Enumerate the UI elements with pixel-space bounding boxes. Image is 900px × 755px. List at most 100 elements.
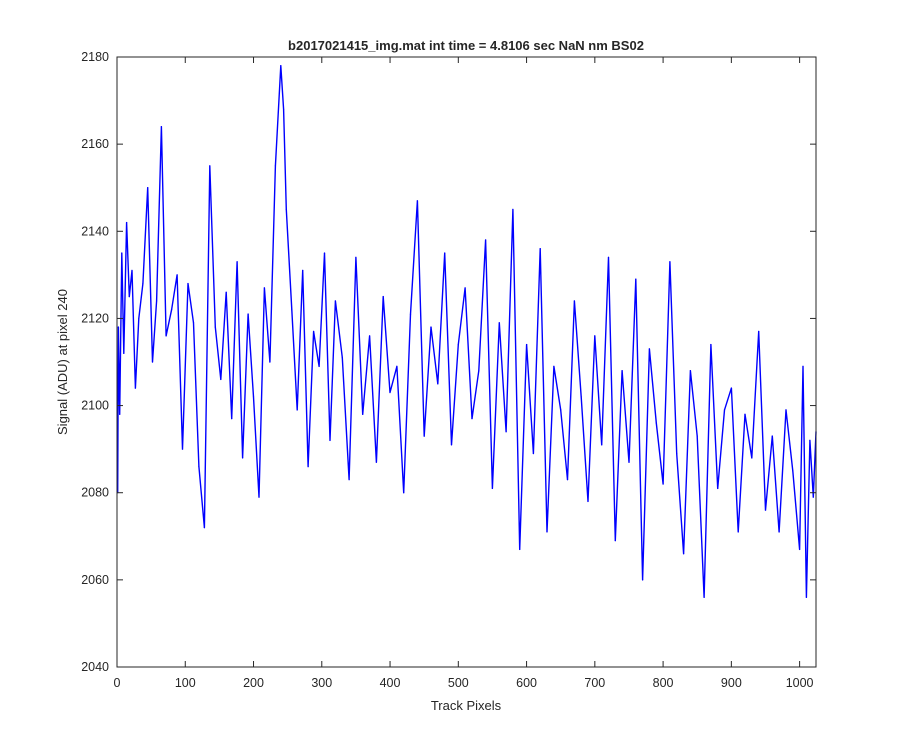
y-tick-label: 2080 [81, 486, 109, 500]
data-point [203, 527, 205, 529]
data-point [131, 269, 133, 272]
y-axis-label: Signal (ADU) at pixel 240 [55, 289, 70, 435]
data-point [416, 200, 418, 202]
data-point [236, 261, 238, 263]
x-tick-label: 500 [448, 676, 469, 690]
data-point [457, 344, 459, 346]
data-point [478, 370, 480, 372]
data-point [156, 300, 158, 302]
data-point [580, 396, 582, 398]
data-point [151, 361, 154, 363]
data-point [601, 444, 603, 446]
data-point [209, 165, 211, 167]
data-point [274, 165, 276, 167]
data-point [642, 579, 644, 581]
data-point [214, 326, 216, 328]
data-point [526, 344, 528, 346]
data-point [119, 413, 121, 415]
data-point [181, 448, 184, 450]
data-point [444, 252, 446, 254]
data-point [758, 330, 760, 333]
data-point [302, 269, 304, 272]
data-point [291, 309, 293, 311]
data-point [560, 409, 562, 411]
data-point [717, 487, 719, 489]
plot-area: 0 100 200 300 400 500 600 700 800 900 1000 2040 2060… [81, 50, 817, 690]
data-point [430, 326, 432, 328]
data-point [263, 287, 265, 289]
data-point [138, 317, 140, 319]
x-tick-label: 900 [721, 676, 742, 690]
data-point [258, 496, 260, 498]
y-tick-label: 2140 [81, 224, 109, 238]
data-point [128, 296, 130, 298]
data-point [396, 365, 398, 367]
data-point [710, 344, 712, 346]
y-tick-label: 2180 [81, 50, 109, 64]
data-point [532, 452, 535, 455]
data-point [587, 500, 589, 502]
x-tick-label: 100 [175, 676, 196, 690]
data-point [171, 309, 173, 311]
data-point [812, 496, 814, 498]
data-point [628, 461, 630, 463]
data-point [703, 596, 705, 598]
y-tick-label: 2160 [81, 137, 109, 151]
data-point [546, 531, 548, 533]
data-point [375, 461, 377, 463]
data-point [737, 531, 739, 533]
x-tick-label: 800 [653, 676, 674, 690]
data-point [176, 274, 178, 276]
data-point [409, 313, 412, 315]
data-point [269, 361, 271, 363]
data-point [313, 330, 315, 333]
data-point [198, 466, 200, 468]
data-point [614, 540, 616, 542]
data-point [744, 413, 746, 415]
data-point [491, 487, 493, 489]
data-point [799, 548, 801, 551]
data-point [160, 126, 162, 128]
x-tick-label: 1000 [786, 676, 814, 690]
data-point [785, 409, 787, 411]
data-point [648, 348, 651, 350]
data-point [512, 208, 514, 211]
data-point [192, 322, 195, 324]
data-point [594, 335, 596, 337]
data-point [296, 409, 298, 411]
data-point [505, 431, 507, 433]
data-point [362, 413, 364, 415]
data-point [142, 283, 144, 285]
data-point [464, 287, 466, 289]
data-point [285, 208, 287, 211]
data-point [607, 256, 610, 258]
data-point [220, 378, 222, 380]
data-point [225, 291, 227, 293]
data-point [621, 370, 623, 372]
data-point [187, 283, 189, 285]
data-point [519, 548, 521, 551]
x-axis-label: Track Pixels [431, 698, 502, 713]
data-point [423, 435, 425, 437]
data-point [751, 457, 753, 459]
data-point [318, 365, 320, 367]
data-point [355, 256, 357, 258]
y-tick-label: 2060 [81, 573, 109, 587]
data-point [341, 357, 343, 359]
data-point [809, 439, 811, 441]
data-point [389, 391, 391, 394]
data-point [676, 452, 678, 455]
data-point [247, 313, 249, 315]
data-point [334, 300, 336, 302]
data-point [498, 322, 500, 324]
x-tick-label: 200 [243, 676, 264, 690]
x-tick-label: 0 [114, 676, 121, 690]
data-point [403, 492, 405, 494]
data-point [382, 296, 384, 298]
chart-title: b2017021415_img.mat int time = 4.8106 se… [288, 38, 644, 53]
data-point [771, 435, 773, 437]
data-point [329, 439, 331, 441]
x-tick-label: 400 [380, 676, 401, 690]
data-point [723, 409, 726, 411]
